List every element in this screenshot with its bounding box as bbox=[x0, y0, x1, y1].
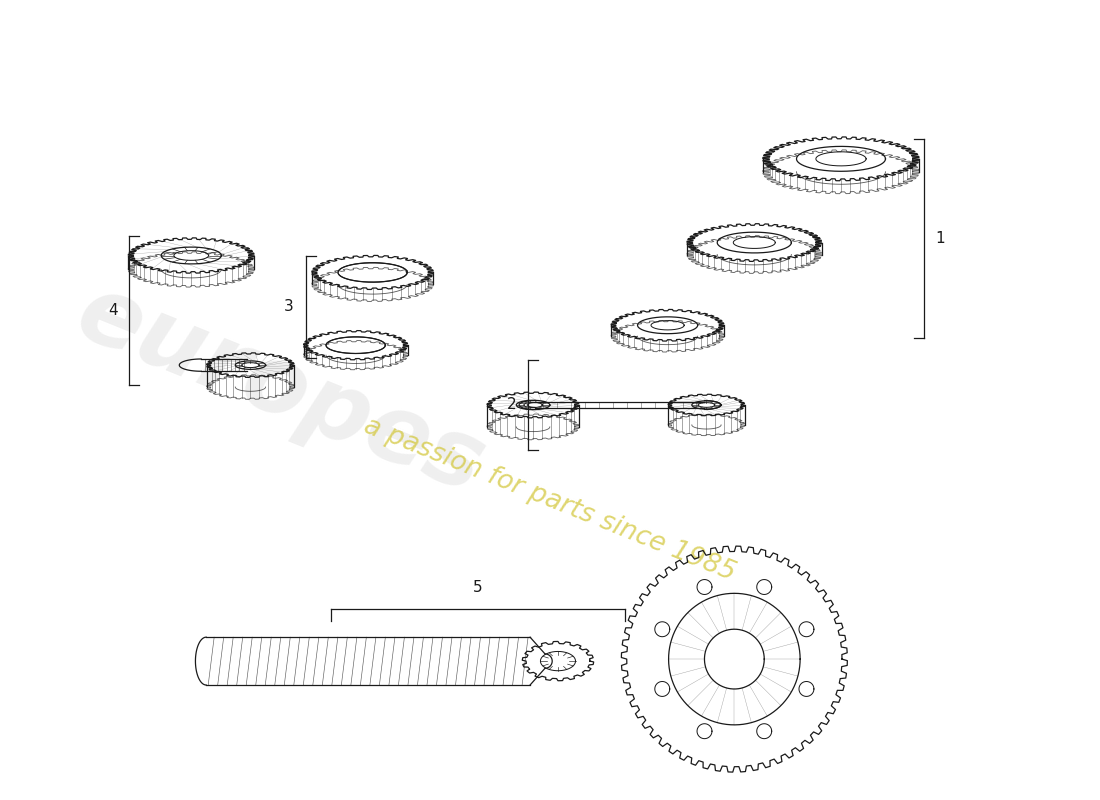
Text: 2: 2 bbox=[506, 398, 516, 413]
Text: 3: 3 bbox=[284, 299, 294, 314]
Text: 1: 1 bbox=[936, 231, 945, 246]
Text: a passion for parts since 1985: a passion for parts since 1985 bbox=[361, 413, 739, 586]
Text: europes: europes bbox=[64, 266, 498, 514]
Text: 5: 5 bbox=[473, 580, 483, 595]
Text: 4: 4 bbox=[108, 303, 118, 318]
